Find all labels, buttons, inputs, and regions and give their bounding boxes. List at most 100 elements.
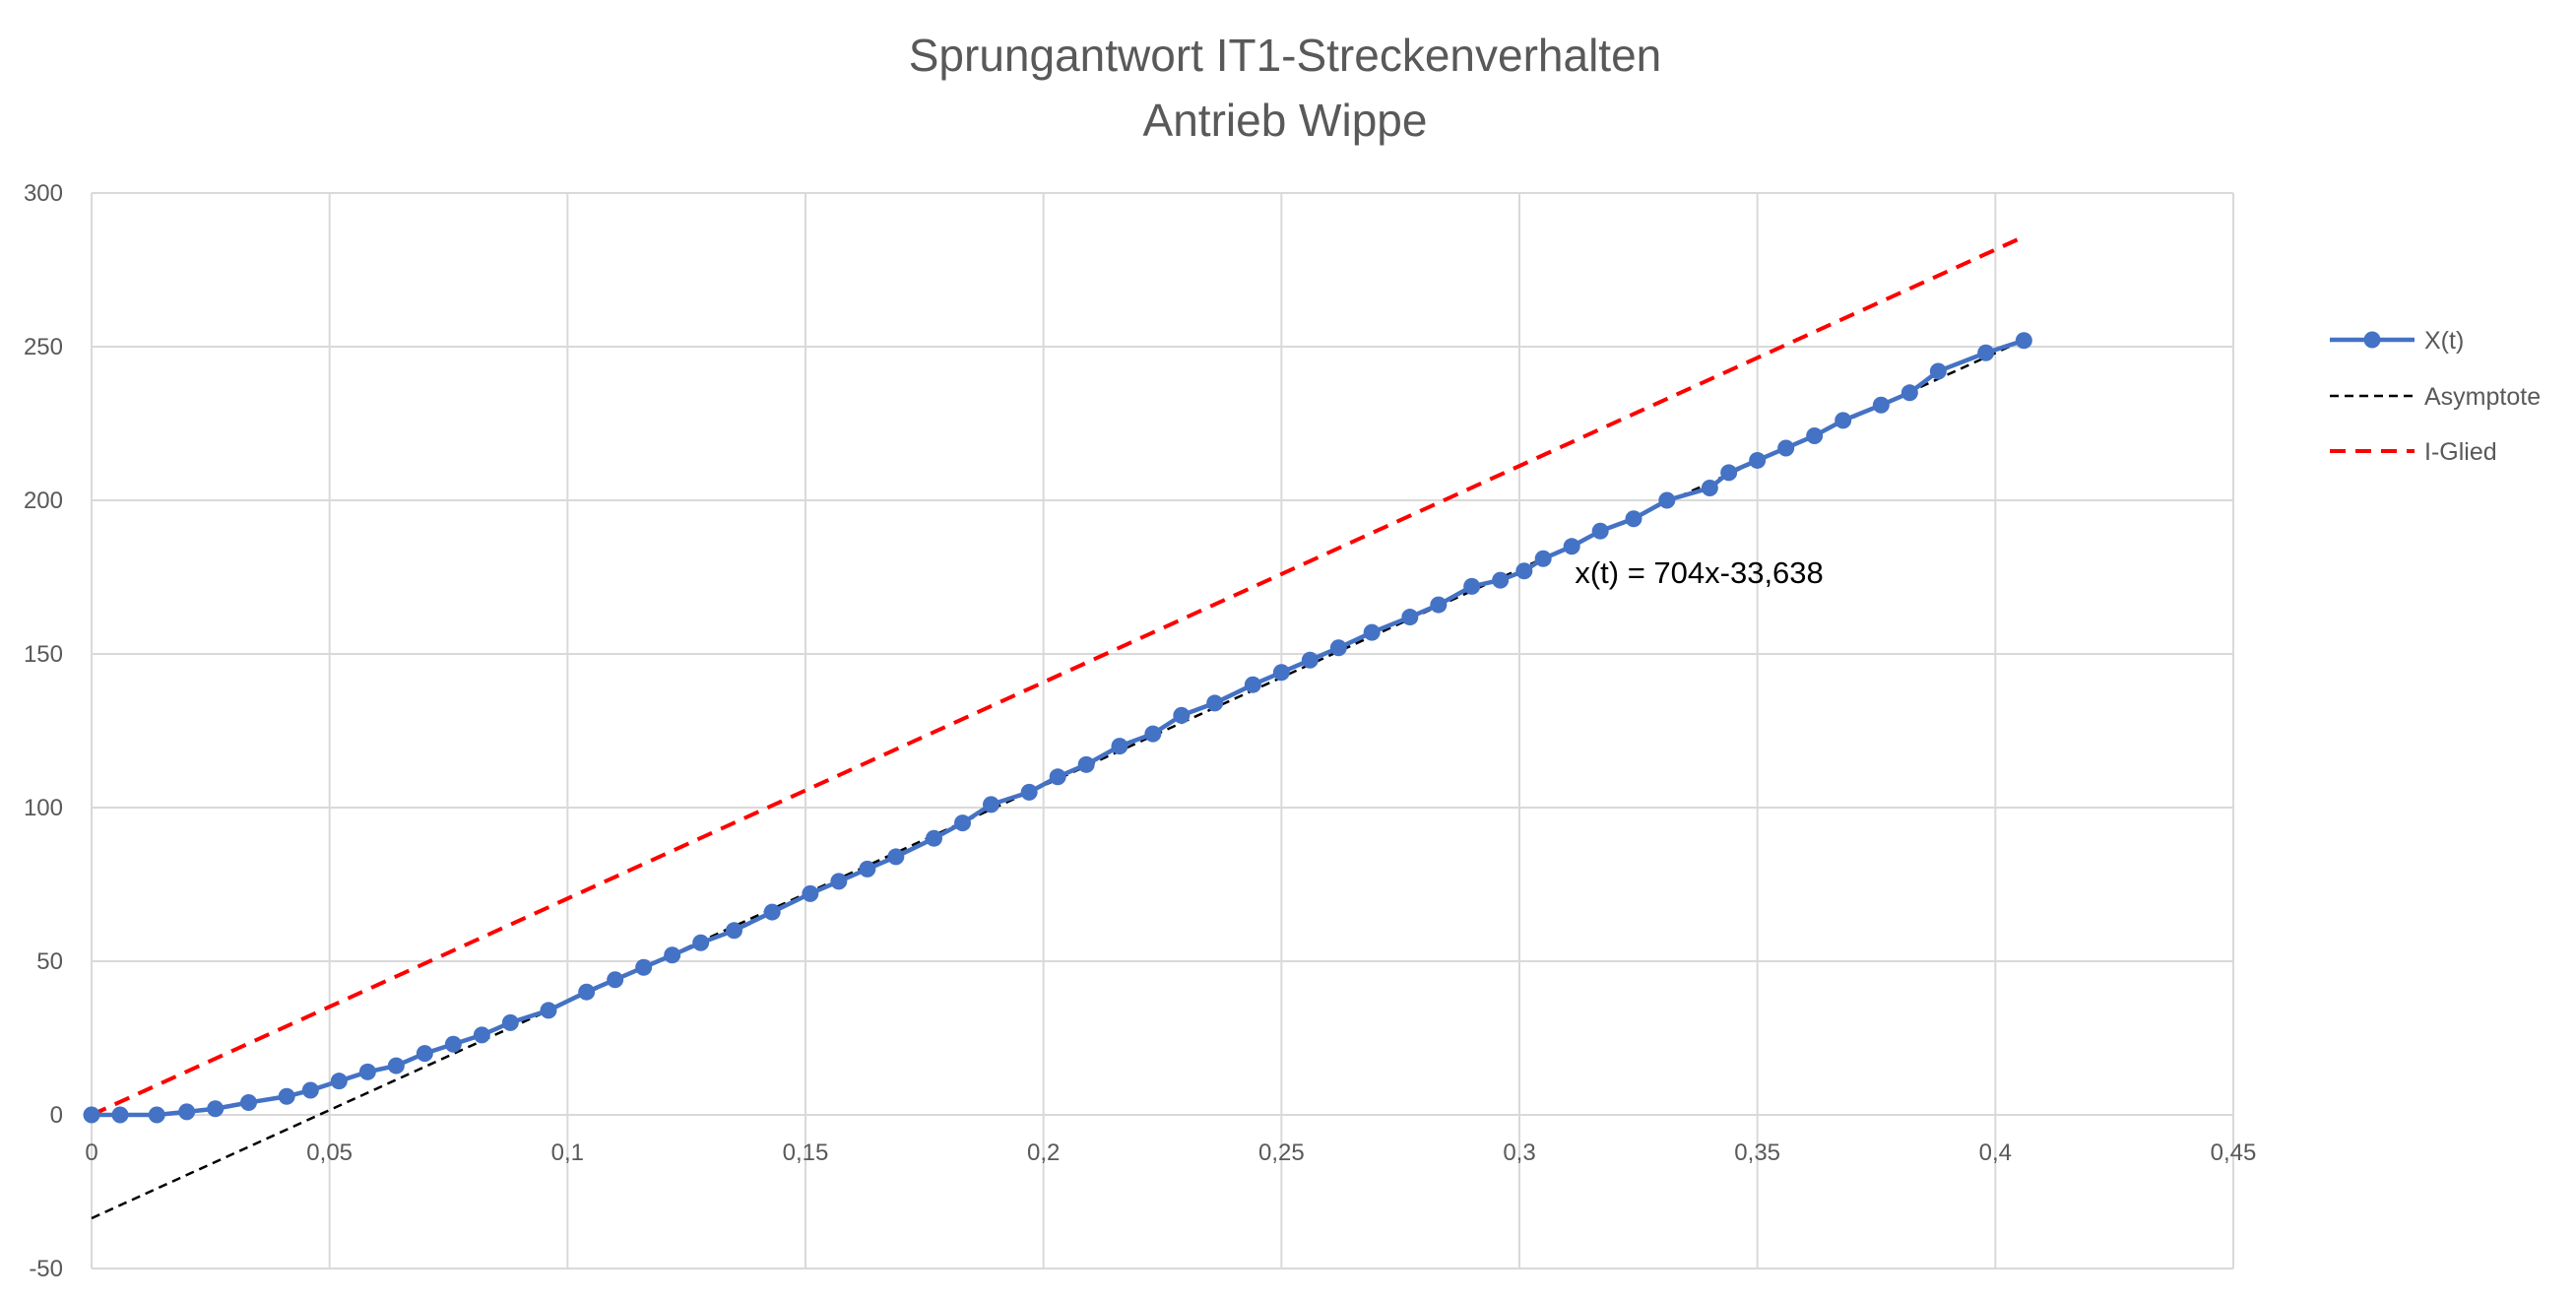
data-point [148, 1106, 165, 1124]
data-point [1363, 623, 1381, 641]
x-tick-label: 0,2 [1027, 1139, 1060, 1166]
data-point [1206, 694, 1224, 712]
data-point [1625, 510, 1642, 528]
y-tick-label: 100 [24, 795, 63, 821]
y-tick-label: 150 [24, 641, 63, 668]
data-point [444, 1035, 462, 1053]
data-point [1244, 676, 1261, 693]
x-tick-label: 0,3 [1503, 1139, 1535, 1166]
y-tick-label: 250 [24, 334, 63, 360]
data-point [240, 1094, 257, 1112]
x-tick-label: 0,4 [1979, 1139, 2012, 1166]
data-point [358, 1063, 376, 1080]
y-tick-label: 0 [50, 1102, 63, 1129]
x-tick-labels: 0 0,05 0,1 0,15 0,2 0,25 0,3 0,35 0,4 0,45 [85, 1139, 2256, 1166]
data-point [207, 1100, 225, 1118]
data-point [1463, 577, 1481, 595]
legend-label: Asymptote [2424, 383, 2541, 411]
data-point [1563, 538, 1580, 555]
data-point [1777, 439, 1795, 457]
x-tick-label: 0,15 [783, 1139, 829, 1166]
data-point [926, 829, 942, 847]
data-point [178, 1103, 196, 1121]
data-point [1900, 384, 1918, 402]
series-line-i-glied [91, 234, 2026, 1117]
data-point [802, 884, 819, 902]
data-point [1720, 464, 1738, 482]
x-tick-label: 0,35 [1734, 1139, 1780, 1166]
chart-title-line-2: Antrieb Wippe [1143, 95, 1428, 146]
equation-annotation: x(t) = 704x-33,638 [1575, 555, 1823, 590]
data-point [763, 903, 781, 921]
data-point [859, 860, 876, 878]
legend-entry-x-t: X(t) [2330, 327, 2464, 355]
series-layer [83, 234, 2032, 1220]
data-point [1144, 725, 1162, 743]
data-point [1534, 550, 1552, 567]
x-tick-label: 0,45 [2211, 1139, 2257, 1166]
legend-entry-i-glied: I-Glied [2330, 438, 2497, 466]
x-tick-label: 0,05 [306, 1139, 353, 1166]
data-point [540, 1002, 557, 1019]
data-point [1049, 768, 1066, 786]
data-point [1020, 783, 1038, 801]
data-point [1492, 571, 1510, 589]
y-tick-label: -50 [29, 1256, 63, 1282]
data-point [1977, 344, 1995, 361]
data-point [635, 958, 653, 976]
y-tick-label: 200 [24, 488, 63, 514]
legend-label: I-Glied [2424, 438, 2497, 466]
legend-label: X(t) [2424, 327, 2464, 355]
grid [91, 192, 2234, 1269]
data-point [111, 1106, 129, 1124]
data-point [1835, 412, 1852, 429]
data-point [887, 848, 905, 866]
data-point [1173, 706, 1191, 724]
legend-marker [2363, 331, 2381, 349]
x-tick-label: 0,1 [551, 1139, 584, 1166]
data-point [301, 1081, 319, 1099]
data-point [2015, 332, 2032, 350]
data-point [278, 1087, 295, 1105]
y-tick-labels: -50 0 50 100 150 200 250 300 [24, 180, 63, 1282]
data-point [830, 873, 848, 890]
data-point [1077, 755, 1095, 773]
data-point [1272, 664, 1290, 682]
data-point [1658, 491, 1676, 509]
series-x-t [83, 332, 2032, 1124]
data-point [387, 1057, 405, 1074]
data-point [607, 971, 624, 989]
data-point [1515, 562, 1533, 580]
series-i-glied [91, 234, 2026, 1117]
data-point [664, 946, 681, 964]
data-point [983, 796, 999, 814]
legend-entry-asymptote: Asymptote [2330, 383, 2541, 411]
data-point [1401, 609, 1419, 626]
data-point [1929, 362, 1947, 380]
y-tick-label: 50 [36, 948, 63, 975]
legend: X(t) Asymptote I-Glied [2330, 327, 2541, 466]
data-point [692, 934, 710, 951]
data-point [473, 1026, 490, 1044]
data-point [416, 1045, 433, 1063]
x-tick-label: 0 [85, 1139, 97, 1166]
y-tick-label: 300 [24, 180, 63, 207]
data-point [330, 1073, 348, 1090]
data-point [726, 922, 742, 940]
data-point [1111, 738, 1128, 755]
data-point [1749, 451, 1767, 469]
chart-title-line-1: Sprungantwort IT1-Streckenverhalten [909, 30, 1662, 81]
series-line-x-t [92, 338, 2026, 1118]
data-point [1301, 651, 1319, 669]
data-point [1591, 522, 1609, 540]
data-point [578, 983, 596, 1001]
data-point [1806, 426, 1824, 444]
data-point [1329, 639, 1347, 657]
data-point [1430, 596, 1448, 614]
data-point [501, 1013, 519, 1031]
data-point [1701, 480, 1718, 497]
data-point [1872, 396, 1890, 414]
x-tick-label: 0,25 [1258, 1139, 1305, 1166]
data-point [83, 1106, 100, 1124]
